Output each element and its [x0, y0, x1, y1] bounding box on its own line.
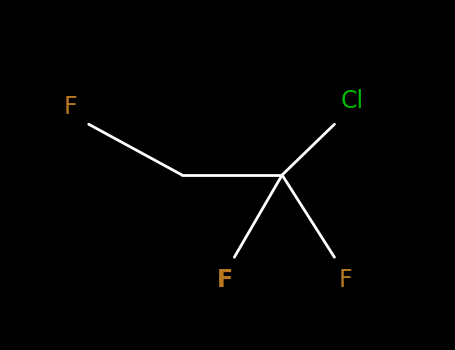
Text: Cl: Cl [341, 90, 364, 113]
Text: F: F [339, 268, 353, 292]
Text: F: F [217, 268, 233, 292]
Text: F: F [64, 95, 77, 119]
